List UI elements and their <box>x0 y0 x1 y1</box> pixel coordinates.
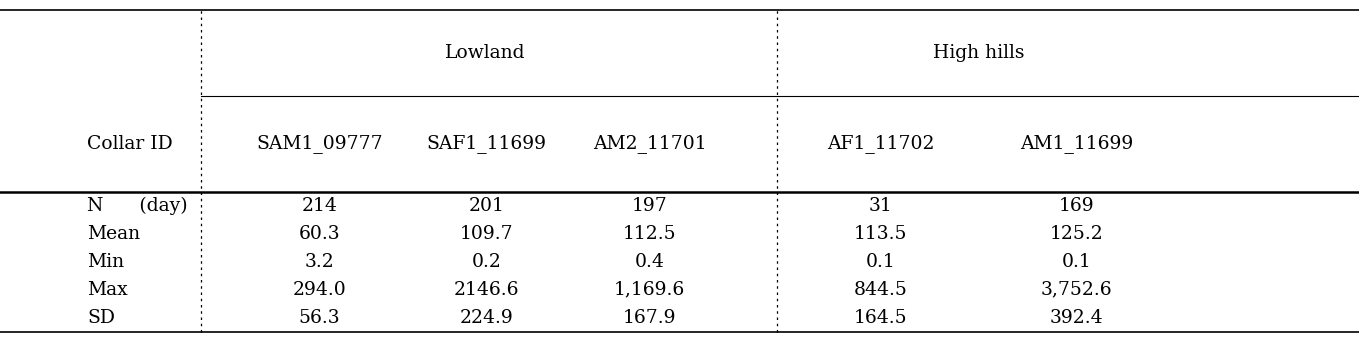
Text: High hills: High hills <box>932 44 1025 62</box>
Text: AF1_11702: AF1_11702 <box>826 134 935 153</box>
Text: 60.3: 60.3 <box>299 225 340 242</box>
Text: 844.5: 844.5 <box>853 281 908 299</box>
Text: 214: 214 <box>302 197 337 214</box>
Text: 201: 201 <box>469 197 504 214</box>
Text: Collar ID: Collar ID <box>87 135 173 153</box>
Text: Mean: Mean <box>87 225 140 242</box>
Text: 392.4: 392.4 <box>1049 309 1104 327</box>
Text: N      (day): N (day) <box>87 196 188 215</box>
Text: 0.2: 0.2 <box>472 253 501 271</box>
Text: Lowland: Lowland <box>444 44 526 62</box>
Text: 0.1: 0.1 <box>866 253 896 271</box>
Text: AM1_11699: AM1_11699 <box>1019 134 1133 153</box>
Text: Min: Min <box>87 253 124 271</box>
Text: 125.2: 125.2 <box>1049 225 1104 242</box>
Text: 0.4: 0.4 <box>635 253 665 271</box>
Text: 0.1: 0.1 <box>1061 253 1091 271</box>
Text: 112.5: 112.5 <box>622 225 677 242</box>
Text: AM2_11701: AM2_11701 <box>593 134 707 153</box>
Text: 224.9: 224.9 <box>459 309 514 327</box>
Text: 31: 31 <box>868 197 893 214</box>
Text: 164.5: 164.5 <box>853 309 908 327</box>
Text: SAF1_11699: SAF1_11699 <box>427 134 546 153</box>
Text: 2146.6: 2146.6 <box>454 281 519 299</box>
Text: 3,752.6: 3,752.6 <box>1041 281 1112 299</box>
Text: 56.3: 56.3 <box>299 309 340 327</box>
Text: SAM1_09777: SAM1_09777 <box>255 134 383 153</box>
Text: 113.5: 113.5 <box>853 225 908 242</box>
Text: 294.0: 294.0 <box>292 281 347 299</box>
Text: SD: SD <box>87 309 116 327</box>
Text: 1,169.6: 1,169.6 <box>614 281 685 299</box>
Text: Max: Max <box>87 281 128 299</box>
Text: 167.9: 167.9 <box>622 309 677 327</box>
Text: 197: 197 <box>632 197 667 214</box>
Text: 169: 169 <box>1059 197 1094 214</box>
Text: 109.7: 109.7 <box>459 225 514 242</box>
Text: 3.2: 3.2 <box>304 253 334 271</box>
